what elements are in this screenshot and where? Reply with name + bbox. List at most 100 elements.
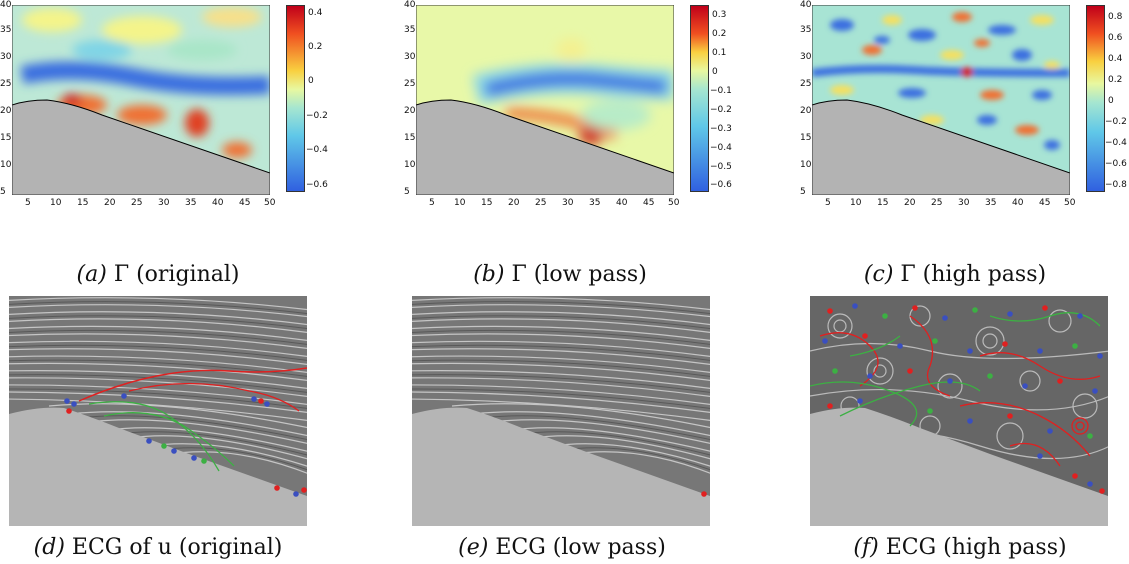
y-tick: 35	[404, 25, 416, 35]
panel-c: 5 10 15 20 25 30 35 40 45 50 40 35 30 25…	[800, 0, 1129, 230]
x-tick: 25	[131, 198, 143, 208]
colorbar-tick: −0.6	[306, 180, 328, 190]
caption-text: Γ (high pass)	[900, 262, 1047, 287]
colorbar-tick: −0.8	[1105, 180, 1127, 190]
y-tick: 40	[0, 0, 12, 10]
caption-letter: (c)	[863, 262, 894, 287]
x-tick: 10	[850, 198, 862, 208]
x-tick: 5	[825, 198, 831, 208]
x-tick: 35	[985, 198, 997, 208]
y-tick: 20	[800, 106, 812, 116]
caption-f: (f) ECG (high pass)	[825, 535, 1095, 560]
x-tick: 45	[643, 198, 655, 208]
y-tick: 30	[0, 52, 12, 62]
caption-text: ECG of u (original)	[71, 535, 283, 560]
caption-letter: (d)	[33, 535, 65, 560]
caption-text: Γ (original)	[113, 262, 240, 287]
colorbar-tick: 0.2	[712, 29, 727, 39]
caption-e: (e) ECG (low pass)	[432, 535, 692, 560]
x-tick: 25	[535, 198, 547, 208]
x-tick: 50	[668, 198, 680, 208]
colorbar-tick: 0.4	[308, 8, 323, 18]
x-tick: 15	[877, 198, 889, 208]
colorbar-tick: 0.8	[1108, 12, 1123, 22]
y-tick: 10	[800, 160, 812, 170]
x-tick: 15	[481, 198, 493, 208]
colorbar-tick: −0.2	[306, 111, 328, 121]
colorbar-tick: 0.6	[1108, 33, 1123, 43]
green-curves	[810, 312, 1101, 427]
colorbar-b	[690, 5, 709, 192]
x-tick: 30	[158, 198, 170, 208]
y-tick: 35	[800, 25, 812, 35]
x-tick: 20	[508, 198, 520, 208]
colorbar-a	[286, 5, 305, 192]
colorbar-tick: −0.4	[306, 145, 328, 155]
y-tick: 5	[0, 187, 6, 197]
x-tick: 25	[931, 198, 943, 208]
ecg-svg-f	[810, 296, 1108, 526]
red-curves	[819, 315, 1101, 467]
x-tick: 40	[616, 198, 628, 208]
x-tick: 10	[50, 198, 62, 208]
y-tick: 25	[404, 79, 416, 89]
colorbar-tick: 0.4	[1108, 54, 1123, 64]
colorbar-tick: 0.2	[1108, 75, 1123, 85]
critical-points	[64, 393, 307, 497]
caption-c: (c) Γ (high pass)	[845, 262, 1065, 287]
x-tick: 45	[1039, 198, 1051, 208]
y-tick: 15	[404, 133, 416, 143]
caption-letter: (b)	[473, 262, 505, 287]
panel-a: 5 10 15 20 25 30 35 40 45 50 40 35 30 25…	[0, 0, 340, 230]
colorbar-tick: −0.1	[710, 86, 732, 96]
colorbar-tick: 0	[712, 67, 718, 77]
y-tick: 25	[0, 79, 12, 89]
x-tick: 20	[904, 198, 916, 208]
colorbar-tick: −0.3	[710, 124, 732, 134]
contour-plot-a	[12, 5, 270, 195]
colorbar-tick: 0.1	[712, 48, 727, 58]
caption-letter: (e)	[458, 535, 489, 560]
y-tick: 35	[0, 25, 12, 35]
y-tick: 10	[404, 160, 416, 170]
colorbar-tick: −0.6	[710, 180, 732, 190]
y-tick: 15	[800, 133, 812, 143]
colorbar-tick: −0.2	[1105, 117, 1127, 127]
x-tick: 20	[104, 198, 116, 208]
critical-points	[822, 303, 1105, 494]
colorbar-tick: −0.6	[1105, 159, 1127, 169]
caption-text: ECG (high pass)	[885, 535, 1067, 560]
x-tick: 30	[562, 198, 574, 208]
caption-d: (d) ECG of u (original)	[8, 535, 308, 560]
contour-plot-b	[416, 5, 674, 195]
x-tick: 5	[25, 198, 31, 208]
ecg-image-d	[9, 296, 307, 526]
ecg-svg-d	[9, 296, 307, 526]
x-tick: 45	[239, 198, 251, 208]
y-tick: 20	[0, 106, 12, 116]
panel-b: 5 10 15 20 25 30 35 40 45 50 40 35 30 25…	[404, 0, 744, 230]
colorbar-tick: −0.2	[710, 105, 732, 115]
y-tick: 5	[800, 187, 806, 197]
x-tick: 50	[1064, 198, 1076, 208]
x-tick: 30	[958, 198, 970, 208]
contour-plot-c	[812, 5, 1070, 195]
colorbar-tick: 0.3	[712, 10, 727, 20]
colorbar-c	[1086, 5, 1105, 192]
caption-letter: (a)	[76, 262, 107, 287]
x-tick: 5	[429, 198, 435, 208]
y-tick: 20	[404, 106, 416, 116]
ecg-svg-e	[412, 296, 710, 526]
y-tick: 5	[404, 187, 410, 197]
y-tick: 10	[0, 160, 12, 170]
red-curve	[78, 367, 307, 402]
ecg-image-f	[810, 296, 1108, 526]
colorbar-tick: −0.4	[710, 143, 732, 153]
colorbar-tick: 0	[1108, 96, 1114, 106]
caption-text: Γ (low pass)	[511, 262, 647, 287]
ecg-image-e	[412, 296, 710, 526]
green-curve	[88, 401, 220, 472]
x-tick: 15	[77, 198, 89, 208]
x-tick: 40	[212, 198, 224, 208]
caption-a: (a) Γ (original)	[58, 262, 258, 287]
